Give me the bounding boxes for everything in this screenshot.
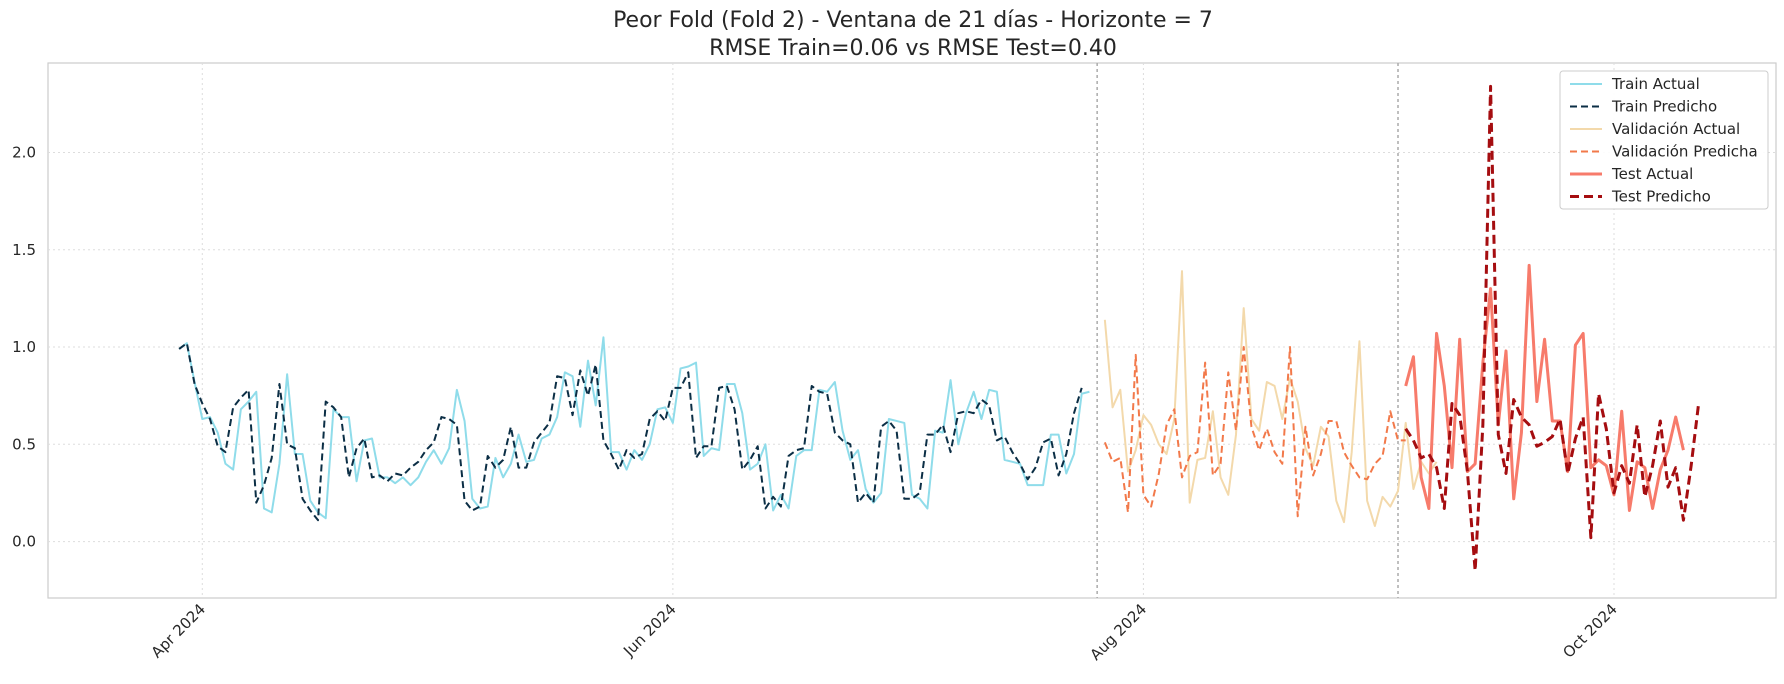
y-tick-label: 2.0: [12, 143, 36, 161]
y-tick-label: 1.0: [12, 338, 36, 356]
series-line-test-predicho: [1404, 84, 1701, 573]
chart-title: Peor Fold (Fold 2) - Ventana de 21 días …: [613, 8, 1213, 33]
legend-label: Train Actual: [1611, 75, 1700, 93]
y-tick-label: 0.0: [12, 533, 36, 551]
plot-area: [47, 62, 1777, 599]
legend-box: [1559, 70, 1769, 210]
y-tick-label: 0.5: [12, 435, 36, 453]
legend-label: Validación Predicha: [1612, 143, 1758, 161]
legend: Train Actual Train Predicho Validación Act…: [1559, 70, 1769, 210]
legend-label: Train Predicho: [1611, 98, 1717, 116]
y-tick-label: 1.5: [12, 241, 36, 259]
series-line-validacion-predicha: [1103, 346, 1406, 518]
chart-subtitle: RMSE Train=0.06 vs RMSE Test=0.40: [709, 36, 1117, 61]
grid: [48, 63, 1776, 598]
x-tick-label: Jun 2024: [619, 600, 679, 660]
legend-label: Validación Actual: [1612, 120, 1740, 138]
series-line-validacion-actual: [1103, 270, 1438, 528]
legend-label: Test Actual: [1611, 165, 1693, 183]
legend-label: Test Predicho: [1611, 188, 1711, 206]
split-lines: [1096, 63, 1399, 598]
series-lines: [178, 84, 1701, 573]
series-line-train-predicho: [178, 342, 1083, 522]
series-line-test-actual: [1404, 263, 1685, 512]
x-tick-label: Apr 2024: [148, 600, 209, 661]
x-tick-label: Oct 2024: [1559, 600, 1620, 661]
x-tick-label: Aug 2024: [1086, 600, 1150, 664]
